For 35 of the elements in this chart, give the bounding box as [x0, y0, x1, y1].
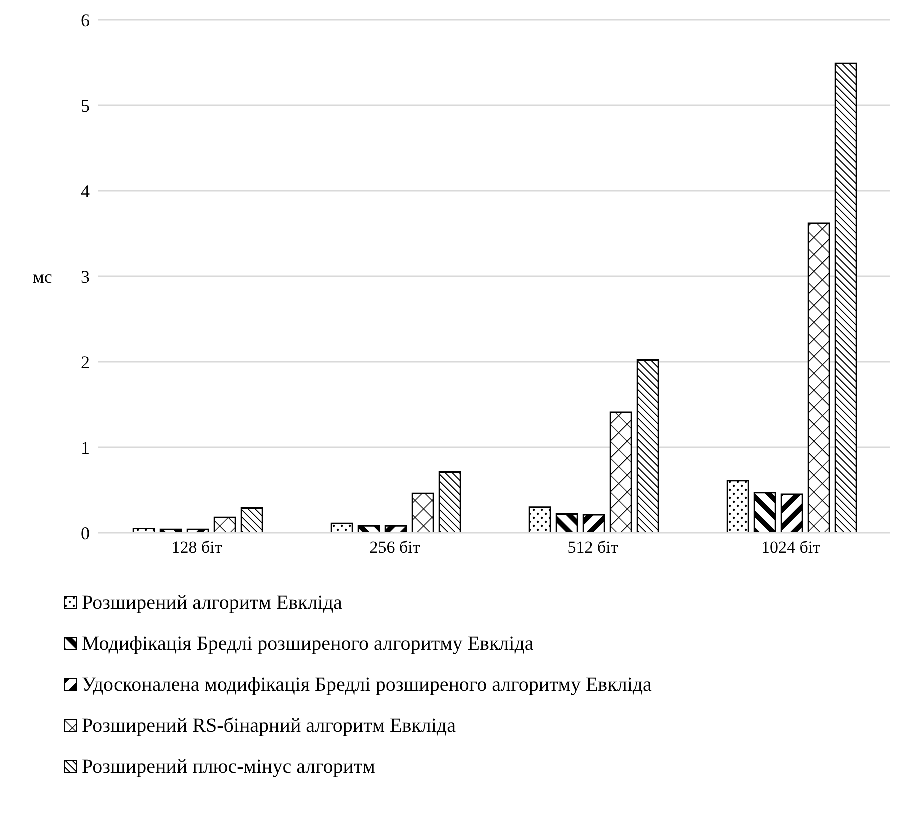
bar: [834, 62, 858, 533]
bar: [438, 472, 462, 533]
legend-label: Розширений плюс-мінус алгоритм: [82, 756, 376, 779]
bar: [780, 494, 804, 533]
bar: [610, 412, 632, 533]
bar: [754, 492, 776, 533]
x-tick-label: 256 біт: [370, 538, 421, 558]
bar: [330, 522, 354, 533]
y-tick-label: 2: [81, 352, 90, 372]
bar: [384, 525, 408, 533]
bar: [528, 506, 552, 533]
bar: [636, 360, 660, 533]
legend-label: Модифікація Бредлі розширеного алгоритму Евкліда: [82, 633, 534, 656]
y-tick-label: 3: [81, 266, 90, 287]
y-axis-title: мс: [33, 266, 52, 287]
y-tick-label: 5: [81, 96, 90, 116]
legend-label: Розширений алгоритм Евкліда: [82, 592, 342, 615]
bar: [358, 525, 380, 533]
bar: [726, 480, 750, 533]
bar: [214, 516, 236, 533]
legend-label: Удосконалена модифікація Бредлі розширеного алгоритму Евкліда: [82, 674, 652, 697]
bar: [582, 514, 606, 533]
y-tick-label: 1: [81, 438, 90, 458]
bar: [132, 528, 156, 533]
x-tick-label: 128 біт: [172, 538, 223, 558]
x-tick-label: 512 біт: [568, 538, 619, 558]
bar: [808, 222, 830, 533]
y-tick-label: 6: [81, 10, 90, 30]
bar: [556, 513, 578, 533]
y-tick-label: 4: [81, 181, 90, 202]
legend-label: Розширений RS-бінарний алгоритм Евкліда: [82, 715, 456, 738]
bar: [412, 492, 434, 533]
y-tick-label: 0: [81, 523, 90, 544]
x-tick-label: 1024 біт: [761, 538, 822, 558]
bar: [240, 507, 264, 533]
